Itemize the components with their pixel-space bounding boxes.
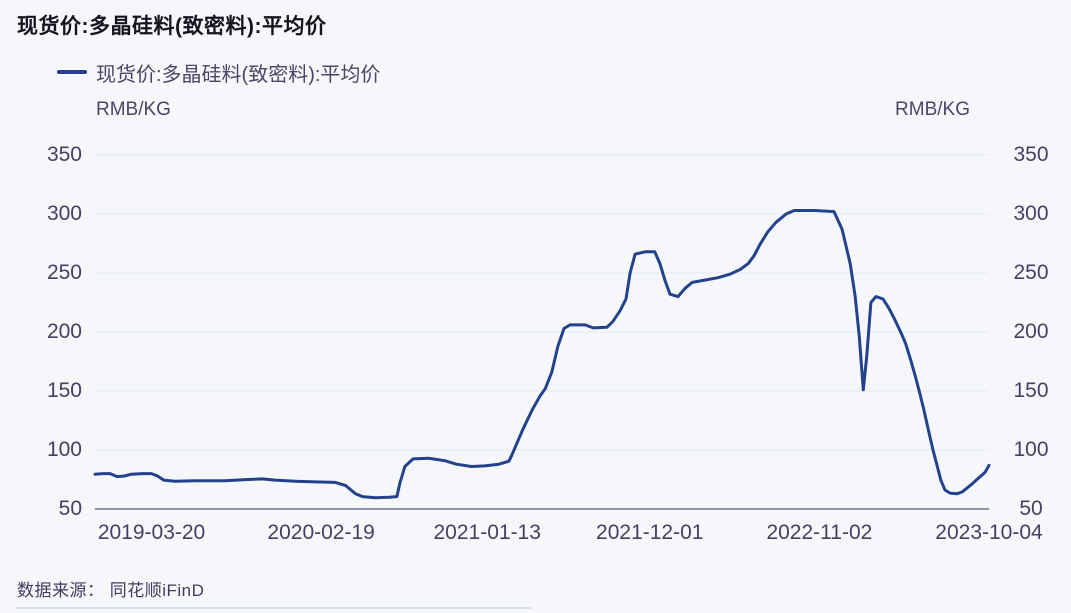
x-axis-tick-label: 2019-03-20 (97, 521, 206, 544)
y-axis-tick-label-right: 150 (1013, 379, 1049, 402)
y-axis-tick-label-right: 50 (1019, 497, 1043, 520)
x-axis-tick-label: 2020-02-19 (267, 521, 375, 544)
legend-line-swatch-icon (57, 69, 87, 75)
price-line-series (93, 209, 991, 500)
x-axis-tick-label: 2023-10-04 (935, 521, 1043, 544)
bottom-divider (15, 607, 531, 609)
y-axis-tick-label-left: 100 (46, 438, 82, 461)
y-axis-tick-label-right: 300 (1013, 202, 1049, 225)
y-axis-tick-label-left: 300 (46, 202, 82, 225)
y-axis-tick-label-left: 250 (46, 261, 82, 284)
legend: 现货价:多晶硅料(致密料):平均价 (57, 60, 381, 86)
y-axis-tick-label-left: 150 (46, 379, 82, 402)
y-axis-tick-label-right: 350 (1013, 143, 1049, 166)
y-axis-tick-label-left: 200 (46, 320, 82, 343)
y-axis-tick-label-right: 200 (1013, 320, 1049, 343)
x-axis-tick-label: 2022-11-02 (766, 521, 873, 544)
chart-title: 现货价:多晶硅料(致密料):平均价 (17, 15, 327, 38)
y-axis-tick-label-left: 50 (58, 497, 82, 520)
y-axis-tick-label-right: 100 (1013, 438, 1049, 461)
data-source-label: 数据来源： 同花顺iFinD (17, 581, 205, 600)
x-axis-tick-label: 2021-12-01 (596, 521, 704, 544)
y-axis-unit-left: RMB/KG (96, 99, 171, 120)
y-axis-tick-label-left: 350 (46, 143, 82, 166)
y-axis-unit-right: RMB/KG (895, 99, 970, 120)
y-axis-tick-label-right: 250 (1013, 261, 1049, 284)
x-axis-tick-label: 2021-01-13 (433, 521, 541, 544)
legend-label: 现货价:多晶硅料(致密料):平均价 (96, 63, 381, 86)
